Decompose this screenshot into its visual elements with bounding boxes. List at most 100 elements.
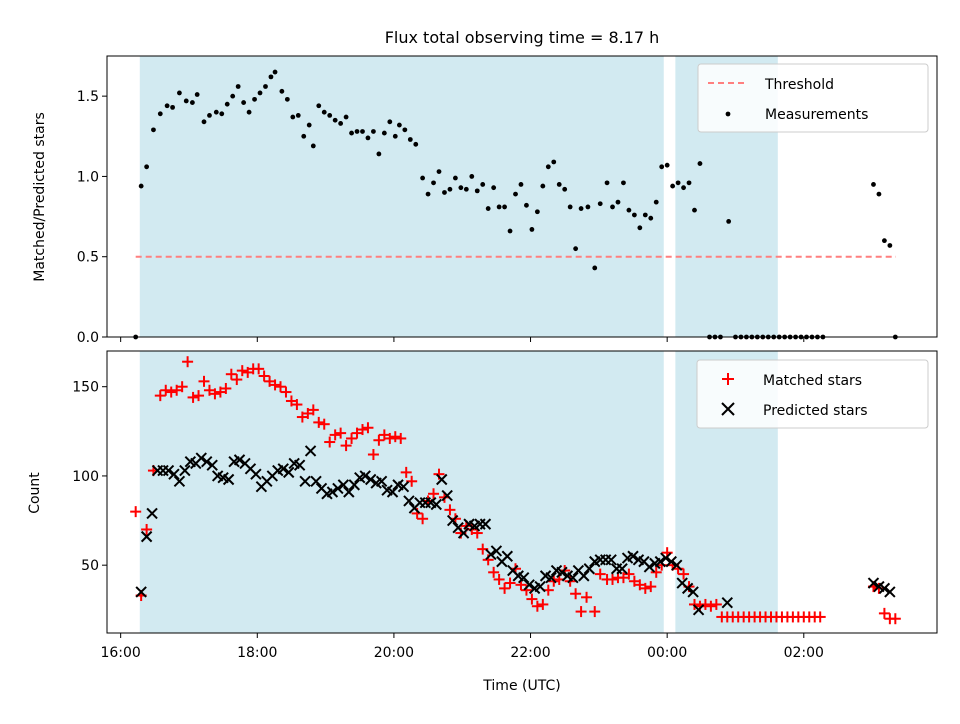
measurement-point xyxy=(518,182,524,187)
legend-measurements-label: Measurements xyxy=(765,107,868,123)
measurement-point xyxy=(507,228,513,234)
matched-star-point xyxy=(504,577,516,589)
predicted-star-point xyxy=(878,582,891,595)
measurement-point xyxy=(556,182,562,187)
measurement-point xyxy=(670,183,676,189)
measurement-point xyxy=(562,186,568,192)
measurement-point xyxy=(230,93,236,99)
measurement-point xyxy=(257,90,263,96)
measurement-point xyxy=(567,204,573,210)
predicted-star-point xyxy=(162,464,175,477)
legend-matched-swatch xyxy=(722,373,734,385)
measurement-point xyxy=(392,133,398,139)
matched-star-point xyxy=(581,591,593,603)
measurement-point xyxy=(290,114,296,120)
predicted-star-point xyxy=(283,466,295,479)
measurement-point xyxy=(551,159,557,165)
matched-star-point xyxy=(291,399,303,411)
measurement-points xyxy=(133,69,898,340)
measurement-point xyxy=(381,130,387,136)
matched-star-point xyxy=(176,381,188,393)
predicted-star-point xyxy=(441,489,453,502)
legend-matched-label: Matched stars xyxy=(763,373,862,389)
measurement-point xyxy=(631,212,637,218)
measurement-point xyxy=(604,180,610,186)
predicted-star-point xyxy=(397,480,410,493)
predicted-star-point xyxy=(436,473,448,486)
measurement-point xyxy=(207,113,212,118)
bottom-legend-box xyxy=(696,359,929,429)
predicted-star-point xyxy=(518,571,530,584)
predicted-star-point xyxy=(643,561,656,573)
predicted-star-point xyxy=(523,579,535,591)
matched-star-point xyxy=(307,404,319,416)
matched-star-point xyxy=(346,432,358,444)
matched-star-point xyxy=(187,391,199,403)
predicted-star-point xyxy=(250,468,262,480)
matched-star-point xyxy=(318,418,330,430)
matched-star-point xyxy=(594,568,606,580)
measurement-point xyxy=(201,119,207,125)
matched-star-point xyxy=(878,607,890,619)
measurement-point xyxy=(653,199,659,205)
measurement-point xyxy=(887,243,893,248)
measurement-point xyxy=(585,204,591,210)
measurement-point xyxy=(301,133,307,139)
predicted-stars-points xyxy=(135,445,896,616)
legend-measurements-swatch xyxy=(725,111,731,117)
matched-star-point xyxy=(362,422,374,434)
predicted-star-point xyxy=(616,563,628,575)
predicted-star-point xyxy=(578,570,590,582)
predicted-star-point xyxy=(386,486,399,498)
measurement-point xyxy=(881,238,887,244)
measurement-point xyxy=(545,164,551,170)
matched-star-point xyxy=(193,390,205,402)
matched-star-point xyxy=(488,566,500,578)
measurement-point xyxy=(726,218,732,224)
matched-star-point xyxy=(367,449,379,461)
matched-star-point xyxy=(384,432,396,444)
measurement-point xyxy=(219,111,225,117)
predicted-star-point xyxy=(326,486,339,498)
measurement-point xyxy=(452,175,458,181)
predicted-star-point xyxy=(304,445,317,457)
measurement-point xyxy=(170,104,175,110)
matched-star-point xyxy=(329,429,341,441)
matched-star-point xyxy=(165,386,177,398)
predicted-star-point xyxy=(135,586,147,598)
predicted-star-point xyxy=(605,554,617,566)
predicted-star-point xyxy=(567,571,579,584)
x-tick-label: 18:00 xyxy=(237,645,277,661)
measurement-point xyxy=(642,212,648,218)
matched-stars-points xyxy=(130,356,901,625)
measurement-point xyxy=(241,100,247,105)
matched-star-point xyxy=(269,379,281,391)
matched-star-point xyxy=(531,600,543,612)
predicted-star-point xyxy=(671,559,683,571)
measurement-point xyxy=(480,182,486,187)
bottom-x-ticks: 16:00 18:00 20:00 22:00 00:00 02:00 xyxy=(100,633,824,661)
measurement-point xyxy=(371,129,376,134)
measurement-point xyxy=(442,190,447,195)
y-tick-label: 50 xyxy=(81,558,99,574)
y-tick-label: 1.0 xyxy=(77,169,99,185)
measurement-point xyxy=(431,180,436,186)
predicted-star-point xyxy=(310,475,322,487)
measurement-point xyxy=(284,96,290,102)
matched-star-point xyxy=(209,388,221,400)
predicted-star-point xyxy=(660,552,672,564)
measurement-point xyxy=(279,88,285,94)
matched-star-point xyxy=(275,381,287,393)
measurement-point xyxy=(458,185,464,191)
measurement-point xyxy=(402,127,408,133)
measurement-point xyxy=(529,227,535,232)
matched-star-point xyxy=(141,523,153,535)
matched-star-point xyxy=(705,600,717,612)
matched-star-point xyxy=(589,606,601,618)
matched-star-point xyxy=(225,368,237,380)
top-y-ticks: 0.0 0.5 1.0 1.5 xyxy=(77,89,107,346)
predicted-star-point xyxy=(479,518,492,530)
measurement-point xyxy=(194,92,200,97)
matched-star-point xyxy=(650,566,662,578)
measurement-point xyxy=(295,113,301,118)
